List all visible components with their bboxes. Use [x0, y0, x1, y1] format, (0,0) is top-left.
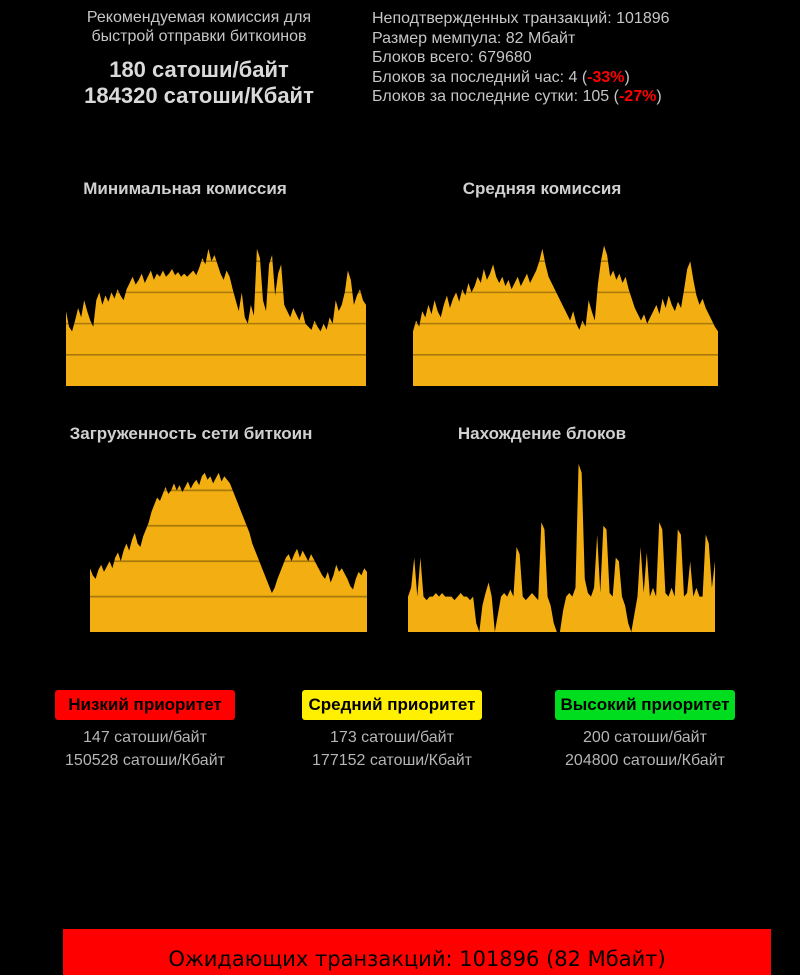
chart-network-load [90, 455, 367, 632]
priority-medium-badge: Средний приоритет [302, 690, 482, 720]
stat-unconfirmed-transactions: Неподтвержденных транзакций: 101896 [372, 10, 670, 27]
recommended-fee-block: Рекомендуемая комиссия для быстрой отпра… [58, 8, 340, 109]
pending-transactions-banner: Ожидающих транзакций: 101896 (82 Мбайт) [63, 929, 771, 975]
stat-blocks-hour-close: ) [624, 68, 630, 86]
priority-medium: Средний приоритет 173 сатоши/байт 177152… [267, 690, 517, 772]
recommended-fee-caption-line2: быстрой отправки биткоинов [91, 28, 307, 45]
chart-title-block-discovery: Нахождение блоков [457, 424, 627, 443]
priority-low-per-byte: 147 сатоши/байт [83, 729, 207, 746]
stat-blocks-hour-text: Блоков за последний час: 4 ( [372, 68, 588, 86]
chart-title-min-fee: Минимальная комиссия [83, 179, 287, 198]
chart-title-network-load: Загруженность сети биткоин [69, 424, 313, 443]
pending-transactions-text: Ожидающих транзакций: 101896 (82 Мбайт) [168, 947, 666, 971]
network-stats-block: Неподтвержденных транзакций: 101896 Разм… [372, 9, 670, 107]
chart-avg-fee [413, 230, 718, 386]
priority-high-per-kbyte: 204800 сатоши/Кбайт [565, 752, 725, 769]
priority-high-per-byte: 200 сатоши/байт [583, 729, 707, 746]
priority-medium-per-byte: 173 сатоши/байт [330, 729, 454, 746]
blocks-day-change-badge: -27% [618, 88, 657, 105]
chart-block-discovery [408, 455, 715, 632]
stat-blocks-last-hour: Блоков за последний час: 4 (-33%) [372, 68, 670, 88]
stat-mempool-size: Размер мемпула: 82 Мбайт [372, 29, 576, 47]
priority-high: Высокий приоритет 200 сатоши/байт 204800… [520, 690, 770, 772]
stat-blocks-last-day: Блоков за последние сутки: 105 (-27%) [372, 87, 670, 107]
chart-min-fee [66, 230, 366, 386]
priority-low: Низкий приоритет 147 сатоши/байт 150528 … [20, 690, 270, 772]
priority-high-badge: Высокий приоритет [555, 690, 735, 720]
recommended-fee-caption-line1: Рекомендуемая комиссия для [86, 9, 312, 26]
stat-blocks-total: Блоков всего: 679680 [372, 49, 532, 66]
blocks-hour-change-badge: -33% [587, 68, 625, 86]
priority-low-per-kbyte: 150528 сатоши/Кбайт [65, 752, 225, 769]
priority-medium-per-kbyte: 177152 сатоши/Кбайт [312, 752, 472, 769]
stat-blocks-day-text: Блоков за последние сутки: 105 ( [372, 88, 619, 105]
fee-per-kbyte-value: 184320 сатоши/Кбайт [84, 83, 314, 108]
priority-low-badge: Низкий приоритет [55, 690, 235, 720]
stat-blocks-day-close: ) [656, 88, 662, 105]
chart-title-avg-fee: Средняя комиссия [462, 179, 622, 198]
fee-per-byte-value: 180 сатоши/байт [109, 57, 289, 82]
